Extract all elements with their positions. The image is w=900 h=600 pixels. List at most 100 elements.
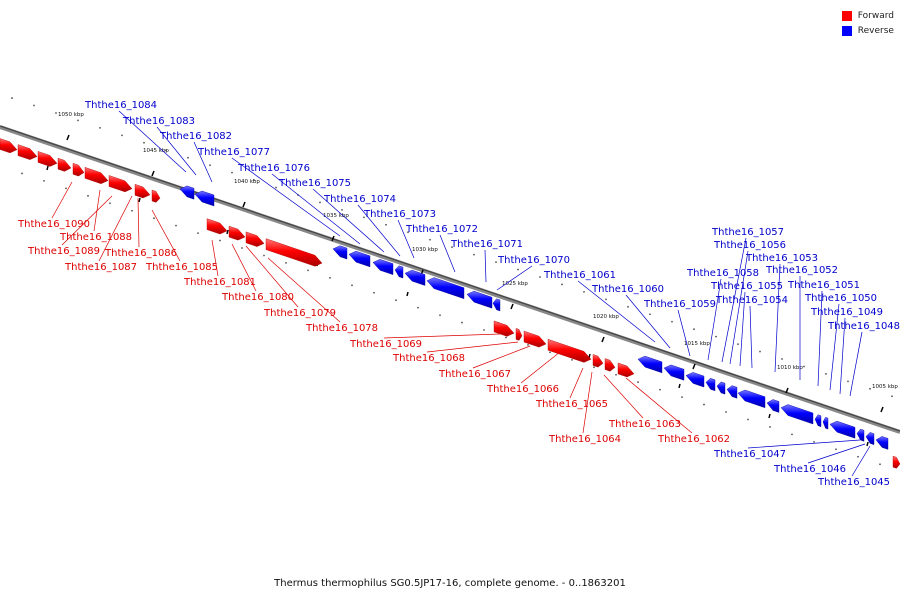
leader-line-ththe16-1054 <box>749 305 753 369</box>
scale-tick <box>138 197 141 203</box>
track-dot <box>681 396 683 399</box>
leader-line-ththe16-1061 <box>577 280 656 343</box>
forward-gene <box>523 330 547 348</box>
reverse-gene <box>492 298 501 312</box>
reverse-gene <box>685 372 705 388</box>
track-dot <box>231 171 233 174</box>
leader-line-ththe16-1089 <box>61 195 113 246</box>
forward-gene <box>57 157 72 172</box>
track-dot <box>175 224 177 227</box>
scale-tick-label: 1015 kbp <box>684 341 710 347</box>
legend-reverse-label: Reverse <box>857 26 894 36</box>
forward-genes <box>0 138 900 469</box>
track-dot <box>737 343 739 345</box>
scale-tick <box>46 165 49 171</box>
leader-line-ththe16-1058 <box>707 278 722 361</box>
scale-tick-label: 1045 kbp <box>143 148 169 154</box>
gene-label-ththe16-1050: Ththe16_1050 <box>804 293 877 304</box>
track-dot <box>813 440 815 443</box>
forward-gene <box>245 231 265 247</box>
track-dot <box>451 246 453 249</box>
gene-label-ththe16-1065: Ththe16_1065 <box>535 399 608 410</box>
scale-tick <box>678 383 681 389</box>
reverse-gene <box>829 420 856 439</box>
gene-label-ththe16-1060: Ththe16_1060 <box>591 284 664 295</box>
scale-tick <box>66 134 70 141</box>
leader-line-ththe16-1048 <box>849 331 863 397</box>
track-dot <box>495 261 497 263</box>
gene-label-ththe16-1078: Ththe16_1078 <box>305 323 378 334</box>
gene-label-ththe16-1084: Ththe16_1084 <box>84 100 157 111</box>
leader-line-ththe16-1069 <box>383 333 501 339</box>
leader-line-ththe16-1067 <box>472 345 531 369</box>
forward-gene <box>617 362 635 378</box>
track-dot <box>747 418 749 421</box>
track-dot <box>65 187 67 190</box>
track-dot <box>407 231 409 234</box>
leader-line-ththe16-1082 <box>193 141 213 183</box>
reverse-gene <box>726 385 738 399</box>
reverse-gene <box>332 245 348 260</box>
leader-line-ththe16-1077 <box>231 157 341 237</box>
track-dot <box>143 141 145 144</box>
gene-label-ththe16-1085: Ththe16_1085 <box>145 262 218 273</box>
scale-tick <box>692 363 696 370</box>
leader-line-ththe16-1049 <box>839 317 846 395</box>
track-dot <box>505 336 507 339</box>
track-dot <box>571 358 573 361</box>
track-dot <box>241 247 243 249</box>
track-dot <box>209 164 211 167</box>
leader-line-ththe16-1078 <box>267 257 341 323</box>
reverse-genes <box>179 185 889 450</box>
track-dot <box>99 126 101 129</box>
track-dot <box>759 350 761 353</box>
scale-tick-label: 1030 kbp <box>412 247 438 253</box>
scale-tick <box>331 235 335 242</box>
forward-gene <box>206 218 228 235</box>
gene-label-ththe16-1052: Ththe16_1052 <box>765 265 838 276</box>
reverse-gene <box>194 190 215 207</box>
reverse-gene <box>865 432 875 445</box>
reverse-gene <box>394 265 404 279</box>
forward-gene <box>37 151 58 167</box>
track-dot <box>659 388 661 391</box>
forward-gene <box>493 320 515 337</box>
scale-tick <box>151 170 155 177</box>
forward-gene <box>72 162 85 177</box>
gene-label-ththe16-1081: Ththe16_1081 <box>183 277 256 288</box>
scale-tick-label: 1025 kbp <box>502 281 528 287</box>
reverse-gene <box>404 269 426 286</box>
gene-label-ththe16-1058: Ththe16_1058 <box>686 268 759 279</box>
leader-line-ththe16-1090 <box>51 181 73 219</box>
track-dot <box>329 276 331 279</box>
reverse-swatch <box>841 26 852 36</box>
leader-line-ththe16-1047 <box>747 439 861 449</box>
leader-line-ththe16-1066 <box>520 351 561 384</box>
gene-label-ththe16-1047: Ththe16_1047 <box>713 449 786 460</box>
scale-tick-label: 1040 kbp <box>234 179 260 185</box>
gene-label-ththe16-1045: Ththe16_1045 <box>817 477 890 488</box>
track-dot <box>879 463 881 466</box>
scale-tick <box>880 406 884 413</box>
track-dot <box>869 387 871 390</box>
gene-labels: Ththe16_1090 Ththe16_1089 Ththe16_1088 Thth… <box>17 100 900 488</box>
leader-line-ththe16-1051 <box>817 290 823 387</box>
track-dot <box>417 306 419 309</box>
gene-label-ththe16-1063: Ththe16_1063 <box>608 419 681 430</box>
track-dot <box>307 269 309 272</box>
gene-label-ththe16-1088: Ththe16_1088 <box>59 232 132 243</box>
forward-gene <box>892 455 900 469</box>
scale-tick-label: 1035 kbp <box>323 213 349 219</box>
track-dot <box>539 276 541 278</box>
leader-line-ththe16-1071 <box>484 249 487 283</box>
track-dot <box>341 209 343 211</box>
track-dot <box>351 284 353 287</box>
genome-backbone <box>0 125 900 434</box>
track-dot <box>627 305 629 308</box>
gene-label-ththe16-1090: Ththe16_1090 <box>17 219 90 230</box>
track-dot <box>275 186 277 189</box>
reverse-gene <box>179 185 195 200</box>
scale-tick <box>785 387 789 394</box>
track-dot <box>791 433 793 436</box>
gene-label-ththe16-1059: Ththe16_1059 <box>643 299 716 310</box>
